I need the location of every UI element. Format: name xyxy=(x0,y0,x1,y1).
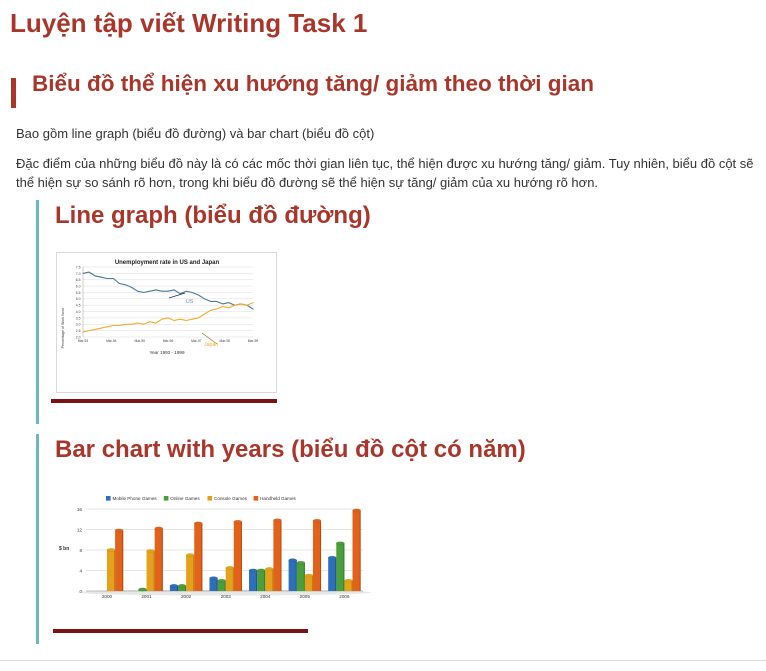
svg-text:2002: 2002 xyxy=(181,594,192,599)
svg-text:Mar-99: Mar-99 xyxy=(248,339,259,343)
svg-text:7.5: 7.5 xyxy=(76,265,81,269)
svg-text:Japan: Japan xyxy=(204,342,218,348)
svg-text:Mar-97: Mar-97 xyxy=(191,339,202,343)
svg-text:2006: 2006 xyxy=(339,594,350,599)
svg-text:2005: 2005 xyxy=(300,594,311,599)
svg-text:US: US xyxy=(186,299,194,305)
svg-text:3.0: 3.0 xyxy=(76,323,81,327)
svg-text:5.5: 5.5 xyxy=(76,291,81,295)
svg-text:Online Games: Online Games xyxy=(170,496,200,501)
svg-text:4.0: 4.0 xyxy=(76,310,81,314)
svg-text:6.5: 6.5 xyxy=(76,278,81,282)
svg-text:7.0: 7.0 xyxy=(76,272,81,276)
svg-text:12: 12 xyxy=(77,527,83,532)
svg-text:Mar-94: Mar-94 xyxy=(106,339,117,343)
svg-text:$ bn: $ bn xyxy=(59,546,69,552)
svg-text:16: 16 xyxy=(77,507,83,512)
svg-text:Percentage of Work force: Percentage of Work force xyxy=(61,308,65,349)
svg-text:2004: 2004 xyxy=(260,594,271,599)
svg-text:4: 4 xyxy=(79,568,82,573)
svg-text:Unemployment rate in US and Ja: Unemployment rate in US and Japan xyxy=(115,260,220,266)
svg-text:Mar-98: Mar-98 xyxy=(219,339,230,343)
svg-text:2001: 2001 xyxy=(141,594,152,599)
svg-text:Year 1993 - 1999: Year 1993 - 1999 xyxy=(149,350,185,355)
svg-text:Mobile Phone Games: Mobile Phone Games xyxy=(113,496,158,501)
svg-text:6.0: 6.0 xyxy=(76,285,81,289)
svg-text:5.0: 5.0 xyxy=(76,297,81,301)
svg-text:Mar-93: Mar-93 xyxy=(78,339,89,343)
svg-text:2003: 2003 xyxy=(221,594,232,599)
svg-text:2000: 2000 xyxy=(102,594,113,599)
svg-text:4.5: 4.5 xyxy=(76,304,81,308)
svg-text:2.5: 2.5 xyxy=(76,329,81,333)
svg-text:Mar-95: Mar-95 xyxy=(134,339,145,343)
svg-text:Mar-96: Mar-96 xyxy=(163,339,174,343)
svg-text:3.5: 3.5 xyxy=(76,316,81,320)
svg-text:Console Games: Console Games xyxy=(214,496,248,501)
svg-text:8: 8 xyxy=(79,548,82,553)
svg-text:Handheld Games: Handheld Games xyxy=(260,496,296,501)
